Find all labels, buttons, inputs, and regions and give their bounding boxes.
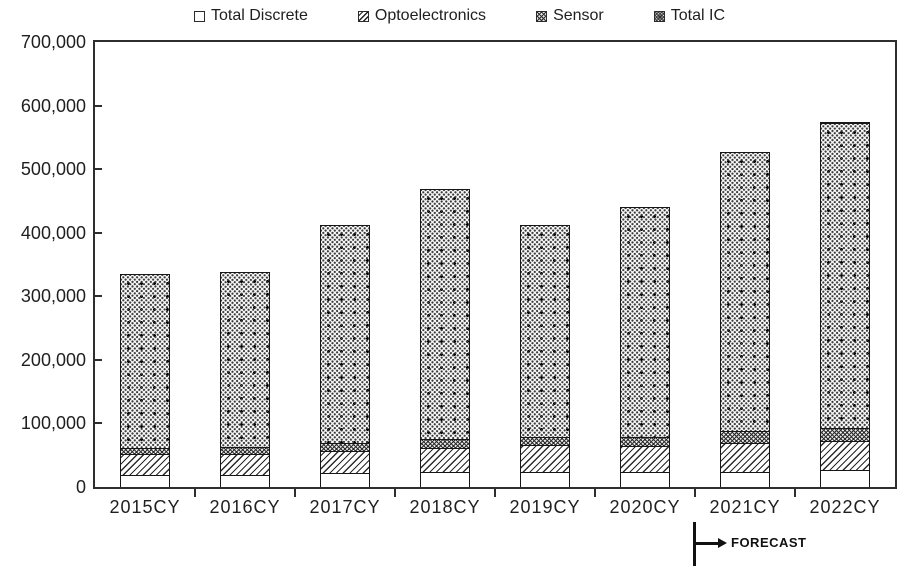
legend-label-total-ic: Total IC: [670, 7, 726, 24]
legend-item-optoelectronics: Optoelectronics: [357, 7, 487, 25]
y-axis-tick: [95, 168, 102, 171]
bar-2018cy: [420, 188, 470, 487]
y-axis-tick: [95, 422, 102, 425]
segment-sensor: [821, 427, 869, 442]
segment-total-ic: [221, 272, 269, 448]
x-axis-tick: [194, 487, 196, 497]
segment-total-discrete: [721, 471, 769, 487]
x-axis-label: 2020CY: [609, 497, 681, 517]
bar-2021cy: [720, 151, 770, 487]
y-axis-label: 100,000: [20, 413, 86, 434]
x-axis-tick: [794, 487, 796, 497]
segment-total-discrete: [521, 471, 569, 487]
segment-total-discrete: [321, 473, 369, 487]
y-axis-tick: [95, 358, 102, 361]
x-axis-label: 2018CY: [409, 497, 481, 517]
segment-optoelectronics: [621, 446, 669, 472]
segment-total-discrete: [121, 475, 169, 487]
y-axis-label: 300,000: [20, 286, 86, 307]
segment-sensor: [721, 431, 769, 443]
segment-total-ic: [121, 274, 169, 449]
segment-sensor: [421, 439, 469, 448]
segment-optoelectronics: [121, 454, 169, 476]
segment-total-discrete: [221, 474, 269, 487]
legend: Total Discrete Optoelectronics Sensor Total…: [0, 4, 919, 28]
x-axis-label: 2019CY: [509, 497, 581, 517]
forecast-divider-line: [693, 522, 696, 566]
bar-2017cy: [320, 224, 370, 487]
legend-label-total-discrete: Total Discrete: [210, 7, 308, 24]
segment-sensor: [121, 448, 169, 455]
legend-marker-sensor-icon: [536, 10, 548, 22]
x-axis-tick: [394, 487, 396, 497]
x-axis-label: 2022CY: [809, 497, 881, 517]
segment-total-ic: [321, 225, 369, 444]
segment-sensor: [521, 436, 569, 446]
legend-label-sensor: Sensor: [553, 7, 604, 24]
forecast-arrow-shaft: [695, 542, 719, 545]
y-axis-tick: [95, 104, 102, 107]
bar-2016cy: [220, 271, 270, 487]
legend-marker-total-ic-icon: [653, 10, 665, 22]
x-axis-label: 2017CY: [309, 497, 381, 517]
segment-total-discrete: [421, 471, 469, 487]
x-axis-tick: [294, 487, 296, 497]
forecast-label: FORECAST: [731, 535, 807, 550]
forecast-annotation: FORECAST: [693, 520, 873, 570]
segment-total-ic: [821, 123, 869, 428]
bar-2020cy: [620, 207, 670, 487]
segment-optoelectronics: [321, 451, 369, 474]
segment-sensor: [321, 443, 369, 452]
x-axis-tick: [694, 487, 696, 497]
bar-2019cy: [520, 224, 570, 487]
segment-total-discrete: [821, 470, 869, 487]
segment-total-discrete: [621, 471, 669, 487]
legend-marker-optoelectronics-icon: [357, 10, 369, 22]
x-axis-label: 2015CY: [109, 497, 181, 517]
legend-item-total-discrete: Total Discrete: [193, 7, 308, 25]
segment-sensor: [621, 436, 669, 447]
segment-optoelectronics: [821, 441, 869, 471]
legend-item-sensor: Sensor: [536, 7, 604, 25]
y-axis-tick: [95, 295, 102, 298]
segment-total-ic: [621, 208, 669, 437]
legend-item-total-ic: Total IC: [653, 7, 726, 25]
x-axis-label: 2016CY: [209, 497, 281, 517]
x-axis-tick: [494, 487, 496, 497]
y-axis-label: 500,000: [20, 159, 86, 180]
segment-total-ic: [421, 189, 469, 440]
segment-total-ic: [721, 152, 769, 432]
y-axis-label: 200,000: [20, 349, 86, 370]
segment-optoelectronics: [521, 445, 569, 472]
bar-2015cy: [120, 273, 170, 487]
segment-sensor: [221, 447, 269, 455]
forecast-arrow-icon: [718, 537, 727, 548]
legend-marker-total-discrete-icon: [193, 10, 205, 22]
x-axis-label: 2021CY: [709, 497, 781, 517]
legend-label-optoelectronics: Optoelectronics: [374, 7, 487, 24]
segment-optoelectronics: [721, 442, 769, 472]
bar-2022cy: [820, 122, 870, 487]
y-axis-label: 0: [75, 477, 86, 497]
y-axis-label: 700,000: [20, 32, 86, 52]
y-axis-tick: [95, 231, 102, 234]
x-axis-tick: [594, 487, 596, 497]
segment-optoelectronics: [421, 447, 469, 472]
y-axis-label: 400,000: [20, 222, 86, 243]
plot-area: [93, 40, 897, 489]
segment-optoelectronics: [221, 454, 269, 475]
segment-total-ic: [521, 225, 569, 437]
y-axis-label: 600,000: [20, 95, 86, 116]
